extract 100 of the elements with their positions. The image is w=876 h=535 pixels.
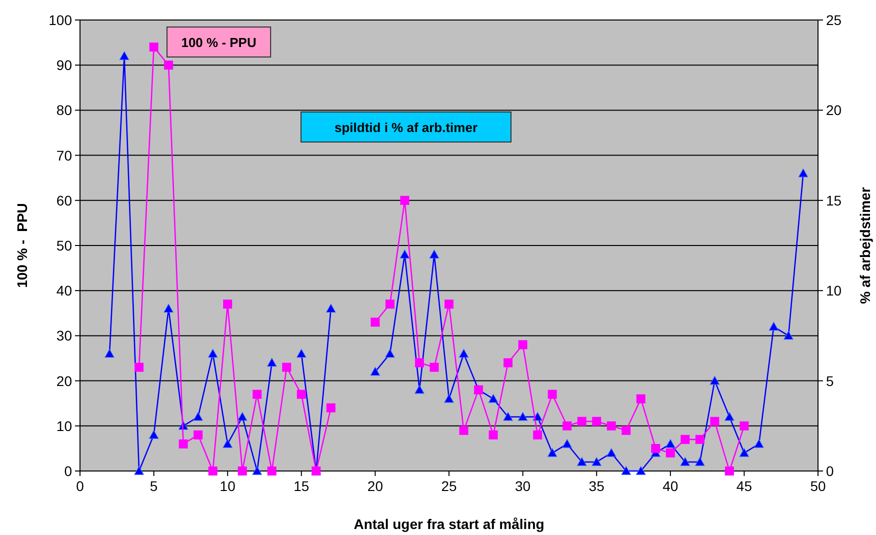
x-tick-label: 45 — [736, 478, 752, 494]
point — [119, 51, 130, 60]
y-tick-label: 30 — [56, 328, 72, 344]
point — [636, 394, 646, 404]
point — [518, 340, 528, 350]
x-tick-label: 0 — [76, 478, 84, 494]
point — [695, 457, 705, 466]
point — [326, 403, 336, 412]
point — [768, 322, 779, 331]
point — [798, 168, 808, 178]
point — [296, 390, 306, 399]
point — [223, 300, 232, 309]
point — [504, 358, 513, 368]
point — [252, 390, 262, 399]
point — [724, 466, 734, 476]
point — [267, 358, 277, 367]
point — [651, 444, 660, 453]
point — [149, 430, 159, 439]
y-tick-label: 20 — [56, 372, 72, 389]
point — [548, 448, 558, 457]
point — [252, 466, 262, 475]
point — [385, 300, 394, 309]
annotation: spildtid i % af arb.timer — [334, 120, 478, 135]
x-tick-label: 15 — [294, 478, 310, 494]
point — [636, 466, 646, 475]
point — [414, 385, 424, 394]
point — [370, 366, 380, 376]
point — [400, 250, 410, 258]
y-tick-label: 0 — [64, 463, 72, 479]
point — [193, 412, 203, 421]
point — [680, 457, 690, 466]
y-tick-label: 100 — [48, 12, 72, 28]
y2-tick-label: 20 — [826, 102, 842, 118]
point — [533, 430, 542, 440]
point — [724, 412, 734, 421]
point — [296, 348, 306, 358]
annotation: 100 % - PPU — [181, 35, 256, 50]
point — [754, 439, 764, 448]
x-axis-title: Antal uger fra start af måling — [354, 516, 544, 532]
point — [592, 457, 602, 466]
point — [414, 358, 424, 368]
y2-tick-label: 0 — [826, 463, 834, 479]
point — [562, 439, 572, 448]
point — [695, 434, 704, 444]
y-tick-label: 40 — [56, 282, 72, 299]
point — [739, 448, 749, 457]
point — [429, 250, 440, 258]
point — [666, 448, 675, 458]
point — [459, 426, 468, 435]
x-tick-label: 30 — [515, 478, 531, 494]
point — [562, 421, 572, 430]
x-tick-label: 25 — [441, 478, 457, 494]
point — [548, 390, 557, 399]
point — [577, 457, 587, 466]
x-tick-label: 5 — [150, 478, 158, 494]
x-tick-label: 50 — [810, 478, 826, 494]
point — [488, 430, 498, 440]
y-tick-label: 70 — [56, 147, 72, 164]
y2-axis-title: % af arbejdstimer — [857, 186, 873, 304]
point — [222, 439, 232, 448]
point — [238, 466, 247, 476]
point — [326, 304, 336, 313]
point — [194, 430, 203, 440]
point — [666, 439, 676, 448]
x-tick-label: 35 — [588, 478, 605, 494]
point — [710, 376, 720, 385]
x-tick-label: 10 — [220, 478, 236, 494]
point — [104, 348, 114, 358]
y-tick-label: 80 — [56, 102, 72, 118]
y-tick-label: 90 — [56, 57, 72, 74]
x-tick-label: 40 — [662, 478, 678, 494]
point — [592, 416, 602, 426]
point — [164, 60, 174, 70]
point — [444, 394, 454, 403]
y-axis-title: 100 % - PPU — [14, 203, 30, 288]
point — [710, 416, 720, 426]
y2-tick-label: 10 — [826, 282, 842, 299]
point — [134, 362, 144, 372]
point — [606, 421, 616, 430]
y-tick-label: 10 — [56, 418, 72, 434]
point — [784, 330, 794, 340]
y-tick-label: 50 — [56, 238, 72, 254]
point — [622, 426, 631, 435]
point — [606, 448, 616, 457]
point — [458, 348, 469, 358]
point — [134, 466, 144, 475]
point — [208, 466, 218, 476]
point — [385, 348, 395, 358]
point — [282, 362, 292, 372]
point — [370, 318, 380, 327]
point — [680, 434, 690, 444]
point — [740, 421, 749, 430]
y2-tick-label: 25 — [826, 12, 842, 28]
y-tick-label: 60 — [56, 192, 72, 208]
point — [621, 466, 631, 475]
point — [267, 466, 276, 476]
point — [164, 304, 174, 313]
point — [238, 412, 248, 421]
point — [518, 412, 528, 421]
point — [503, 412, 513, 421]
